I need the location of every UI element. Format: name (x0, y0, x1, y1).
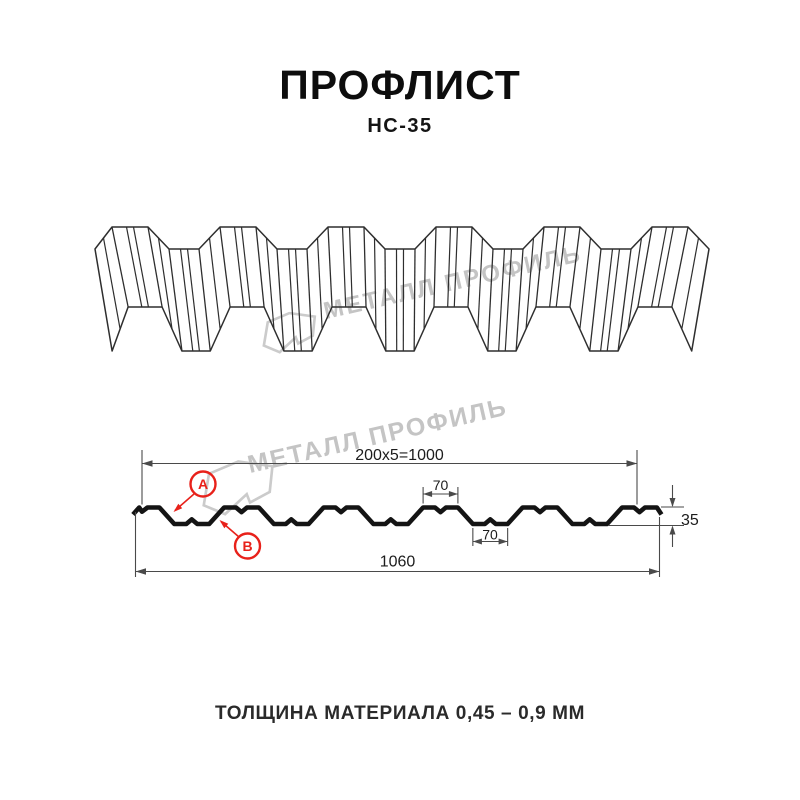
dim-label-overall-width: 1060 (380, 554, 416, 571)
sheet-outline (94, 226, 710, 352)
profile-3d-drawing (94, 226, 710, 352)
page-title: ПРОФЛИСТ (279, 62, 521, 108)
brand-logo-watermark (262, 311, 317, 354)
cross-section-geometry (131, 450, 684, 577)
dim-label-top-width: 200x5=1000 (355, 447, 444, 464)
material-thickness-note: ТОЛЩИНА МАТЕРИАЛА 0,45 – 0,9 ММ (214, 703, 586, 724)
marker-a-label: A (198, 476, 208, 492)
profile-outline (131, 505, 664, 527)
dim-label-crest-width: 70 (433, 477, 449, 493)
dim-label-height: 35 (681, 512, 699, 529)
profile-cross-section-drawing: 200x5=1000 70 70 35 1060 A B (131, 447, 699, 577)
marker-b-label: B (242, 538, 252, 554)
marker-a-callout: A (189, 470, 217, 498)
profile-model-subtitle: НС-35 (367, 115, 433, 137)
marker-b-callout: B (233, 532, 262, 560)
profile-3d-geometry (94, 226, 710, 352)
dim-label-valley-width: 70 (482, 527, 498, 543)
